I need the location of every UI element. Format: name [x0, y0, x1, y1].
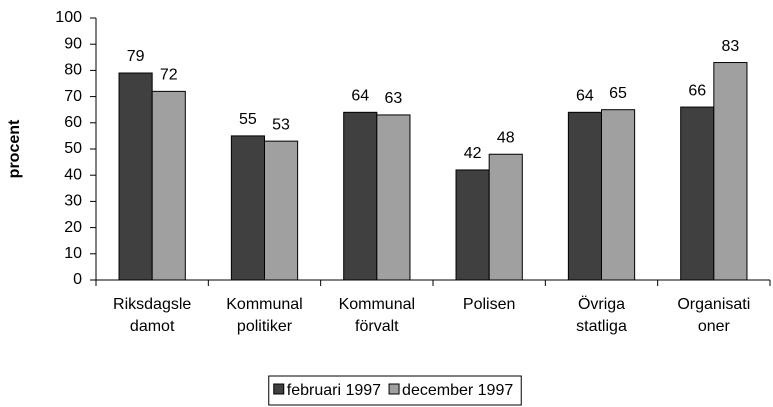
x-tick-label-line: Riksdagsle: [113, 296, 191, 313]
x-tick-label: Organisati oner: [677, 296, 750, 335]
x-tick-label-line: oner: [698, 318, 731, 335]
x-tick-label-line: statliga: [576, 318, 627, 335]
bar: [376, 114, 411, 281]
y-tick-label: 10: [64, 245, 82, 262]
y-tick-label: 100: [55, 9, 82, 26]
bar: [567, 111, 603, 281]
bar: [680, 106, 715, 281]
x-tick-label-line: förvalt: [355, 318, 399, 335]
data-label: 48: [497, 129, 515, 146]
legend-swatch: [273, 383, 285, 395]
y-tick-label: 60: [64, 114, 82, 131]
data-label: 66: [688, 82, 706, 99]
x-tick-label-line: damot: [130, 318, 175, 335]
x-tick-label: Polisen: [463, 296, 515, 313]
data-label: 65: [609, 85, 627, 102]
data-label: 64: [351, 88, 369, 105]
y-tick-label: 0: [73, 271, 82, 288]
bar: [118, 72, 153, 281]
legend-label: februari 1997: [287, 382, 381, 399]
data-label: 83: [722, 38, 740, 55]
y-tick-label: 20: [64, 219, 82, 236]
x-tick-label-line: Organisati: [677, 296, 750, 313]
x-tick-label-line: Övriga: [578, 295, 625, 313]
x-tick-label-line: Kommunal: [226, 296, 302, 313]
y-tick-label: 30: [64, 193, 82, 210]
bar: [230, 135, 265, 281]
y-tick-label: 80: [64, 62, 82, 79]
data-label: 55: [239, 111, 257, 128]
y-tick-label: 70: [64, 88, 82, 105]
x-tick-label-line: politiker: [237, 318, 293, 335]
data-label: 72: [160, 67, 178, 84]
y-tick-label: 90: [64, 35, 82, 52]
x-tick-label: Riksdagsle damot: [113, 296, 191, 335]
data-label: 53: [272, 116, 290, 133]
x-tick-label-line: Polisen: [463, 296, 515, 313]
x-tick-label: Kommunal förvalt: [339, 296, 415, 335]
bar: [488, 153, 523, 281]
data-label: 63: [385, 90, 403, 107]
legend-label: december 1997: [402, 382, 513, 399]
bar: [264, 140, 299, 281]
x-tick-label: Kommunal politiker: [226, 296, 302, 335]
bar: [713, 62, 748, 281]
x-tick-label-line: Kommunal: [339, 296, 415, 313]
data-label: 79: [127, 48, 145, 65]
x-tick-label: Övriga statliga: [576, 295, 627, 335]
y-tick-label: 40: [64, 166, 82, 183]
y-tick-label: 50: [64, 140, 82, 157]
data-label: 64: [576, 88, 594, 105]
legend-swatch: [388, 383, 400, 395]
y-axis-label: procent: [6, 119, 23, 178]
bar: [455, 169, 490, 281]
bar: [343, 111, 378, 281]
bar: [151, 90, 186, 281]
bar: [601, 109, 636, 281]
legend: februari 1997 december 1997: [268, 375, 522, 406]
data-label: 42: [464, 145, 482, 162]
